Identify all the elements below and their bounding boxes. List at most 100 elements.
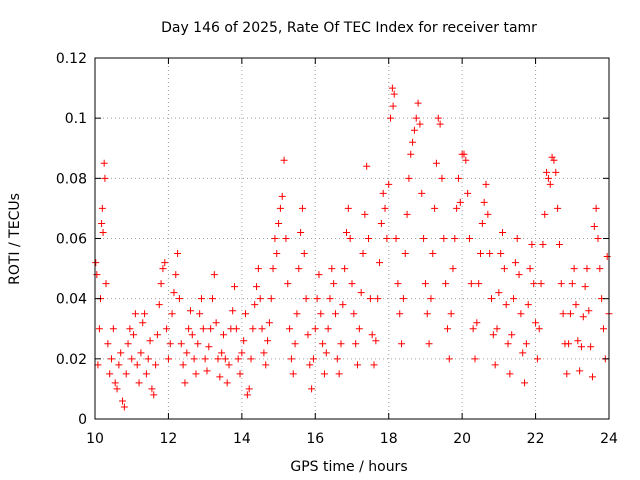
data-point (543, 168, 551, 176)
data-point (234, 355, 242, 363)
data-point (576, 367, 584, 375)
data-point (128, 355, 136, 363)
data-point (223, 379, 231, 387)
data-point (267, 295, 275, 303)
data-point (153, 331, 161, 339)
data-point (521, 379, 529, 387)
y-tick-label: 0.12 (56, 51, 87, 67)
data-point (92, 259, 100, 267)
data-point (163, 325, 171, 333)
data-point (164, 355, 172, 363)
data-point (220, 331, 227, 339)
data-point (207, 325, 215, 333)
data-point (500, 265, 508, 273)
data-point (315, 271, 323, 279)
data-point (524, 301, 532, 309)
data-point (330, 280, 338, 288)
data-point (203, 367, 211, 375)
data-point (130, 331, 138, 339)
plot-frame (94, 57, 610, 420)
data-point (101, 174, 109, 182)
data-point (243, 391, 251, 399)
data-point (297, 228, 305, 236)
data-point (456, 198, 464, 206)
data-point (141, 310, 149, 318)
axis-ticks: 10 12 14 16 18 20 22 24 0 0.02 0.04 0.06 0.08 0.1 0.12 (56, 51, 618, 447)
data-point (427, 295, 435, 303)
data-point (572, 301, 580, 309)
data-point (309, 355, 317, 363)
data-point (390, 90, 398, 98)
data-point (311, 325, 319, 333)
data-point (106, 370, 114, 378)
data-point (436, 120, 444, 128)
data-point (506, 370, 514, 378)
data-point (188, 331, 196, 339)
data-point (469, 325, 477, 333)
data-point (346, 235, 354, 242)
data-point (286, 325, 294, 333)
data-point (199, 325, 207, 333)
data-point (381, 204, 389, 212)
data-point (174, 250, 182, 258)
data-points (92, 84, 613, 411)
data-point (363, 162, 371, 170)
data-point (300, 250, 308, 258)
y-tick-label: 0 (78, 412, 87, 428)
data-point (510, 295, 518, 303)
data-point (197, 295, 205, 303)
data-point (484, 210, 492, 218)
data-point (401, 250, 409, 258)
data-point (108, 355, 116, 363)
data-point (366, 295, 374, 303)
data-point (194, 340, 202, 348)
data-point (493, 325, 501, 333)
data-point (98, 219, 106, 227)
data-point (583, 265, 591, 273)
data-point (341, 265, 349, 273)
grid (95, 58, 609, 419)
data-point (421, 280, 429, 288)
data-point (517, 310, 525, 318)
data-point (117, 349, 125, 357)
data-point (475, 280, 483, 288)
data-point (269, 265, 277, 273)
data-point (504, 340, 512, 348)
data-point (499, 228, 507, 236)
data-point (240, 337, 248, 345)
data-point (482, 180, 490, 188)
data-point (414, 99, 422, 107)
data-point (155, 301, 163, 309)
data-point (357, 289, 365, 297)
data-point (359, 250, 367, 258)
data-point (304, 331, 312, 339)
data-point (175, 295, 183, 303)
x-tick-label: 22 (527, 431, 545, 447)
x-tick-label: 24 (600, 431, 618, 447)
data-point (271, 235, 279, 242)
y-tick-label: 0.06 (56, 232, 87, 248)
x-axis-label: GPS time / hours (290, 459, 407, 475)
data-point (95, 325, 103, 333)
data-point (94, 361, 102, 369)
data-point (587, 343, 595, 351)
data-point (568, 280, 576, 288)
data-point (260, 349, 268, 357)
x-tick-label: 10 (86, 431, 104, 447)
data-point (201, 355, 209, 363)
data-point (565, 340, 573, 348)
data-point (443, 325, 451, 333)
data-point (275, 219, 283, 227)
data-point (337, 340, 345, 348)
data-point (394, 280, 402, 288)
data-point (133, 361, 141, 369)
data-point (131, 310, 139, 318)
data-point (552, 168, 560, 176)
data-point (555, 241, 563, 249)
data-point (232, 325, 240, 333)
data-point (431, 204, 439, 212)
data-point (122, 370, 130, 378)
data-point (403, 210, 411, 218)
data-point (592, 204, 600, 212)
